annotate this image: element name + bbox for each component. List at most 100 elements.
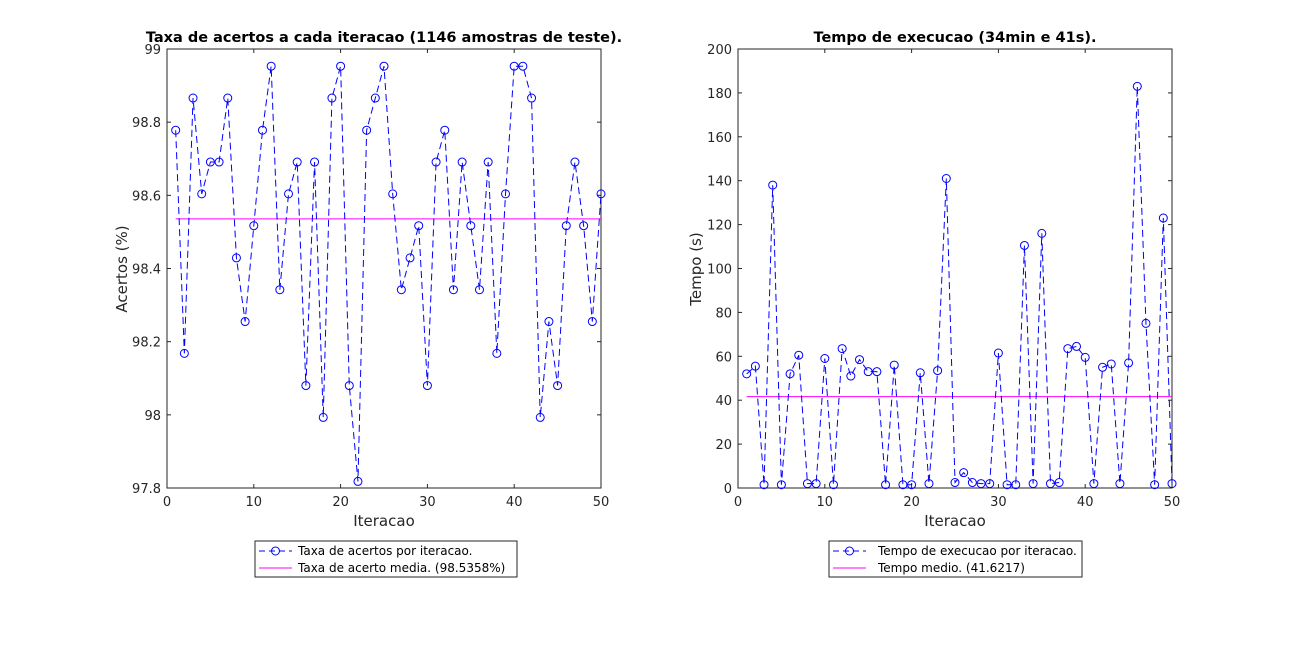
time-legend-series-marker	[845, 546, 854, 556]
accuracy-data-point	[396, 285, 406, 295]
accuracy-data-point	[223, 93, 233, 103]
accuracy-x-tick-label: 0	[163, 495, 171, 510]
time-y-tick-label: 160	[707, 131, 732, 146]
accuracy-data-point	[509, 61, 519, 71]
time-data-point	[837, 344, 847, 354]
accuracy-plot-area: 0 10 20 30 40 50 97.8 98 98.2 98.4 98.6 98.8 99	[132, 43, 609, 510]
time-data-point	[1080, 352, 1090, 362]
time-data-point	[811, 479, 821, 489]
time-data-point	[967, 478, 977, 488]
time-x-tick-label: 0	[734, 495, 742, 510]
accuracy-data-point	[310, 157, 320, 167]
time-data-point	[828, 480, 838, 490]
accuracy-data-point	[327, 93, 337, 103]
time-data-point	[855, 355, 865, 365]
accuracy-data-point	[414, 221, 424, 231]
accuracy-data-point	[544, 317, 554, 327]
accuracy-legend-series-label: Taxa de acertos por iteracao.	[297, 544, 472, 558]
time-data-point	[1115, 479, 1125, 489]
time-data-point	[1019, 240, 1029, 250]
time-y-tick-label: 40	[715, 394, 732, 409]
time-chart-title: Tempo de execucao (34min e 41s).	[814, 30, 1097, 46]
time-data-point	[1106, 359, 1116, 369]
time-data-point	[933, 366, 943, 376]
time-data-point	[1037, 228, 1047, 238]
accuracy-data-point	[440, 125, 450, 135]
accuracy-y-tick-label: 99	[144, 43, 161, 58]
accuracy-data-point	[266, 61, 276, 71]
time-legend-box	[828, 540, 1083, 578]
accuracy-data-point	[561, 221, 571, 231]
accuracy-data-point	[405, 253, 415, 263]
time-x-tick-label: 20	[903, 495, 920, 510]
time-data-point	[924, 479, 934, 489]
time-data-point	[863, 367, 873, 377]
accuracy-y-tick-label: 97.8	[132, 482, 161, 497]
accuracy-data-point	[257, 125, 267, 135]
time-series-line	[746, 86, 1173, 486]
time-data-point	[915, 368, 925, 378]
accuracy-y-axis-label: Acertos (%)	[113, 225, 131, 312]
accuracy-legend-series-marker	[271, 546, 280, 556]
accuracy-data-point	[518, 61, 528, 71]
time-data-point	[889, 360, 899, 370]
accuracy-data-point	[570, 157, 580, 167]
time-data-point	[907, 480, 917, 490]
time-data-point	[1011, 480, 1021, 490]
time-data-point	[1141, 318, 1151, 328]
time-chart: Tempo de execucao (34min e 41s). 0 10 20 30…	[687, 30, 1180, 578]
time-data-point	[794, 350, 804, 360]
time-data-point	[1045, 479, 1055, 489]
accuracy-data-point	[474, 285, 484, 295]
accuracy-data-point	[362, 125, 372, 135]
accuracy-data-point	[231, 253, 241, 263]
time-data-point	[1124, 358, 1134, 368]
accuracy-data-point	[457, 157, 467, 167]
time-x-tick-label: 30	[990, 495, 1007, 510]
time-y-tick-label: 180	[707, 87, 732, 102]
accuracy-data-point	[431, 157, 441, 167]
time-data-point	[881, 480, 891, 490]
accuracy-data-point	[501, 189, 511, 199]
time-data-point	[802, 479, 812, 489]
time-data-point	[872, 367, 882, 377]
accuracy-data-point	[379, 61, 389, 71]
accuracy-legend: Taxa de acertos por iteracao. Taxa de ac…	[254, 540, 518, 578]
time-legend-mean-label: Tempo medio. (41.6217)	[877, 561, 1025, 575]
time-data-point	[820, 353, 830, 363]
accuracy-chart: Taxa de acertos a cada iteracao (1146 am…	[113, 30, 622, 578]
accuracy-data-point	[448, 285, 458, 295]
time-data-point	[1158, 213, 1168, 223]
time-legend-series-label: Tempo de execucao por iteracao.	[877, 544, 1077, 558]
accuracy-data-point	[535, 412, 545, 422]
time-data-point	[750, 361, 760, 371]
accuracy-y-tick-label: 98.2	[132, 336, 161, 351]
accuracy-data-point	[587, 317, 597, 327]
accuracy-data-point	[318, 412, 328, 422]
accuracy-data-point	[188, 93, 198, 103]
accuracy-data-point	[596, 189, 606, 199]
accuracy-x-axis-label: Iteracao	[353, 512, 415, 530]
time-y-tick-label: 100	[707, 263, 732, 278]
accuracy-data-point	[205, 157, 215, 167]
accuracy-series-line	[175, 65, 602, 482]
accuracy-x-tick-label: 10	[246, 495, 263, 510]
time-data-point	[846, 371, 856, 381]
accuracy-y-tick-label: 98.6	[132, 189, 161, 204]
time-data-point	[1132, 81, 1142, 91]
time-data-point	[985, 479, 995, 489]
time-data-point	[898, 480, 908, 490]
time-data-point	[1167, 479, 1177, 489]
accuracy-x-tick-label: 30	[419, 495, 436, 510]
accuracy-data-point	[197, 189, 207, 199]
accuracy-data-point	[292, 157, 302, 167]
time-data-point	[1098, 362, 1108, 372]
time-data-point	[759, 480, 769, 490]
time-data-point	[941, 174, 951, 184]
accuracy-chart-title: Taxa de acertos a cada iteracao (1146 am…	[146, 30, 622, 46]
accuracy-y-tick-label: 98	[144, 409, 161, 424]
accuracy-x-tick-label: 20	[332, 495, 349, 510]
accuracy-legend-mean-label: Taxa de acerto media. (98.5358%)	[297, 561, 505, 575]
